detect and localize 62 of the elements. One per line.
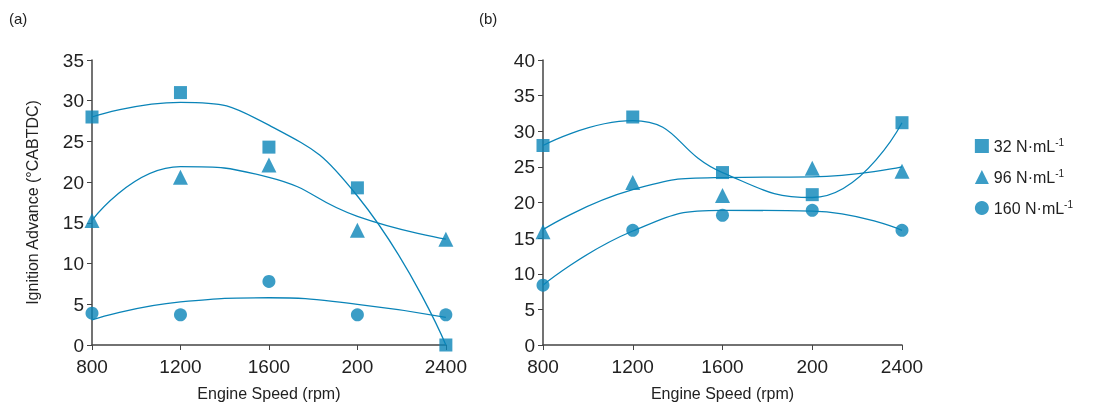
y-tick-label: 10 [62, 253, 84, 275]
x-tick-label: 200 [341, 356, 374, 377]
y-tick-label: 0 [73, 334, 84, 356]
chart-title: (b) [479, 10, 498, 27]
point [84, 212, 100, 228]
y-tick-label: 25 [513, 156, 535, 178]
y-tick-label: 0 [524, 334, 535, 356]
point [262, 140, 276, 154]
point [805, 188, 819, 202]
y-tick-label: 15 [513, 227, 535, 249]
point [535, 224, 551, 240]
point [626, 223, 640, 237]
point [715, 187, 730, 203]
point [173, 308, 187, 322]
point [804, 160, 820, 176]
chart-title: (a) [9, 10, 28, 27]
x-tick-label: 2400 [424, 356, 468, 377]
point [439, 308, 453, 322]
y-axis-title: Ignition Advance (°CABTDC) [23, 100, 41, 305]
point [85, 306, 99, 320]
point [439, 338, 453, 352]
point [625, 175, 641, 191]
y-tick-label: 30 [513, 120, 535, 142]
x-tick-label: 800 [76, 356, 108, 377]
point [805, 203, 819, 217]
y-tick-label: 20 [513, 192, 535, 213]
x-tick-label: 1200 [159, 356, 202, 377]
y-tick-label: 30 [62, 90, 84, 112]
point [262, 274, 276, 288]
point [172, 169, 188, 185]
point [626, 110, 640, 124]
y-tick-label: 35 [62, 49, 84, 71]
point [716, 208, 729, 222]
y-tick-label: 40 [513, 49, 535, 71]
point [261, 157, 277, 173]
point [894, 163, 910, 179]
x-tick-label: 1600 [701, 356, 744, 377]
x-tick-label: 2400 [880, 356, 924, 377]
point [349, 222, 365, 238]
x-tick-label: 1200 [611, 356, 654, 377]
y-tick-label: 10 [513, 263, 535, 285]
y-tick-label: 35 [513, 85, 535, 107]
y-tick-label: 5 [524, 298, 535, 320]
point [85, 110, 99, 124]
x-tick-label: 200 [796, 356, 829, 377]
point [173, 86, 187, 100]
point [895, 223, 909, 237]
y-tick-label: 25 [62, 130, 84, 152]
x-tick-label: 1600 [247, 356, 291, 377]
point [438, 231, 454, 247]
y-tick-label: 15 [62, 212, 84, 234]
point [536, 139, 550, 152]
point [350, 181, 364, 195]
x-axis-title: Engine Speed (rpm) [197, 384, 341, 402]
x-axis-title: Engine Speed (rpm) [650, 384, 795, 402]
point [350, 308, 364, 322]
y-tick-label: 20 [62, 171, 84, 193]
point [536, 278, 550, 292]
y-tick-label: 5 [73, 293, 84, 315]
x-tick-label: 800 [527, 356, 559, 377]
point [895, 116, 909, 130]
point [716, 166, 729, 180]
